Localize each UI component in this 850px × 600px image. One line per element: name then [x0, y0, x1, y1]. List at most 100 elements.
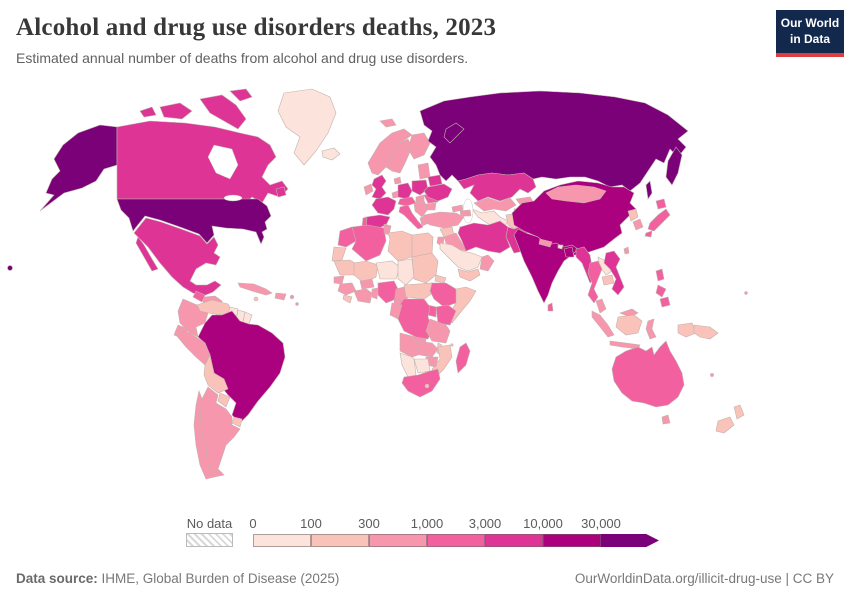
- country-turkey[interactable]: [421, 211, 465, 229]
- country-usa[interactable]: [116, 198, 272, 245]
- country-canada-ellesmere[interactable]: [229, 88, 253, 102]
- country-algeria[interactable]: [351, 224, 387, 262]
- country-russia-kamchatka[interactable]: [665, 146, 683, 186]
- legend-bin-swatch[interactable]: [369, 534, 427, 547]
- country-baltics[interactable]: [417, 162, 431, 180]
- country-chad[interactable]: [397, 258, 415, 286]
- country-mexico[interactable]: [133, 217, 222, 297]
- country-niger[interactable]: [375, 260, 401, 280]
- country-ireland[interactable]: [363, 183, 374, 196]
- country-eritrea[interactable]: [434, 274, 447, 284]
- country-bhutan[interactable]: [557, 244, 564, 250]
- country-lesser-antilles[interactable]: [295, 302, 299, 306]
- country-oman[interactable]: [479, 254, 495, 272]
- country-indonesia-kalimantan[interactable]: [615, 314, 643, 336]
- country-italy[interactable]: [398, 204, 424, 230]
- legend-bin-swatch[interactable]: [311, 534, 369, 547]
- country-tasmania[interactable]: [661, 414, 671, 425]
- country-finland[interactable]: [407, 132, 431, 160]
- country-fiji[interactable]: [744, 291, 748, 295]
- country-togo-benin[interactable]: [371, 287, 379, 300]
- country-north-korea[interactable]: [627, 208, 639, 222]
- legend-bin-swatch[interactable]: [543, 534, 601, 547]
- country-canada[interactable]: [116, 120, 289, 206]
- country-new-caledonia[interactable]: [710, 373, 714, 377]
- country-ukraine[interactable]: [423, 183, 453, 202]
- legend-no-data-swatch[interactable]: [186, 533, 233, 547]
- country-bangladesh[interactable]: [563, 246, 575, 258]
- country-saudi-arabia[interactable]: [439, 242, 483, 272]
- legend-bin-swatch[interactable]: [485, 534, 543, 547]
- country-philippines-mindanao[interactable]: [659, 296, 671, 308]
- country-nepal[interactable]: [538, 238, 553, 248]
- country-kazakhstan[interactable]: [457, 172, 537, 202]
- country-czech-austria[interactable]: [397, 196, 417, 207]
- country-japan-hokkaido[interactable]: [655, 198, 667, 210]
- country-canada-banks-island[interactable]: [139, 106, 157, 118]
- country-mexico-baja[interactable]: [135, 236, 159, 272]
- country-mongolia[interactable]: [545, 184, 607, 204]
- country-malaysia-peninsula[interactable]: [595, 298, 607, 314]
- country-iceland[interactable]: [321, 147, 341, 161]
- country-cambodia[interactable]: [601, 274, 615, 286]
- country-burkina-faso[interactable]: [359, 278, 375, 290]
- country-new-zealand-south[interactable]: [715, 416, 735, 434]
- country-libya[interactable]: [387, 230, 413, 262]
- country-hawaii[interactable]: [7, 265, 13, 271]
- country-guatemala[interactable]: [192, 290, 206, 303]
- country-russia[interactable]: [419, 90, 689, 192]
- country-novaya-zemlya[interactable]: [443, 122, 465, 144]
- attribution-link[interactable]: OurWorldinData.org/illicit-drug-use | CC…: [574, 571, 834, 586]
- country-germany[interactable]: [397, 182, 413, 200]
- country-philippines-luzon[interactable]: [655, 268, 665, 282]
- country-tanzania[interactable]: [425, 318, 451, 344]
- country-new-zealand-north[interactable]: [733, 404, 745, 420]
- country-belarus[interactable]: [427, 174, 443, 187]
- country-sweden[interactable]: [385, 138, 413, 174]
- country-hispaniola[interactable]: [274, 292, 287, 301]
- legend-bin-swatch[interactable]: [427, 534, 485, 547]
- country-comoros[interactable]: [450, 343, 454, 347]
- country-uk[interactable]: [371, 174, 387, 200]
- country-lesotho[interactable]: [424, 383, 430, 389]
- country-thailand[interactable]: [587, 260, 603, 304]
- country-puerto-rico[interactable]: [289, 294, 295, 300]
- country-svalbard[interactable]: [379, 118, 397, 128]
- country-bolivia[interactable]: [203, 354, 229, 394]
- country-madagascar[interactable]: [455, 342, 471, 374]
- country-car-south-sudan[interactable]: [403, 282, 437, 300]
- country-south-korea[interactable]: [632, 218, 644, 231]
- country-azerbaijan[interactable]: [459, 209, 472, 217]
- country-somalia[interactable]: [449, 286, 477, 324]
- country-iran[interactable]: [457, 220, 511, 254]
- owid-logo[interactable]: Our World in Data: [776, 10, 844, 58]
- country-denmark[interactable]: [393, 176, 402, 185]
- country-south-africa[interactable]: [401, 368, 441, 398]
- country-indonesia-sumatra[interactable]: [591, 310, 615, 338]
- country-sri-lanka[interactable]: [547, 302, 554, 312]
- country-alaska[interactable]: [39, 124, 118, 212]
- country-cuba[interactable]: [237, 282, 273, 296]
- country-zambia[interactable]: [415, 340, 439, 358]
- country-hungary[interactable]: [415, 194, 425, 203]
- country-yemen[interactable]: [457, 268, 481, 282]
- country-russia-sakhalin[interactable]: [645, 180, 653, 200]
- country-france[interactable]: [371, 196, 397, 216]
- country-colombia[interactable]: [177, 298, 209, 338]
- country-sudan[interactable]: [411, 252, 439, 284]
- country-philippines-visayas[interactable]: [655, 284, 667, 298]
- country-ivory-coast-ghana[interactable]: [353, 288, 373, 304]
- country-vietnam[interactable]: [603, 250, 625, 296]
- country-indonesia-sulawesi[interactable]: [645, 318, 657, 340]
- country-egypt[interactable]: [411, 232, 434, 258]
- country-uzbekistan[interactable]: [473, 197, 517, 212]
- country-mali[interactable]: [353, 260, 379, 284]
- country-western-sahara[interactable]: [331, 246, 347, 262]
- country-senegal[interactable]: [333, 275, 345, 285]
- legend-no-data[interactable]: No data: [186, 516, 233, 547]
- country-greenland[interactable]: [277, 88, 337, 166]
- country-bulgaria[interactable]: [425, 202, 437, 211]
- country-canada-newfoundland[interactable]: [275, 186, 287, 198]
- country-japan-honshu[interactable]: [647, 208, 671, 232]
- country-canada-victoria-island[interactable]: [159, 102, 193, 120]
